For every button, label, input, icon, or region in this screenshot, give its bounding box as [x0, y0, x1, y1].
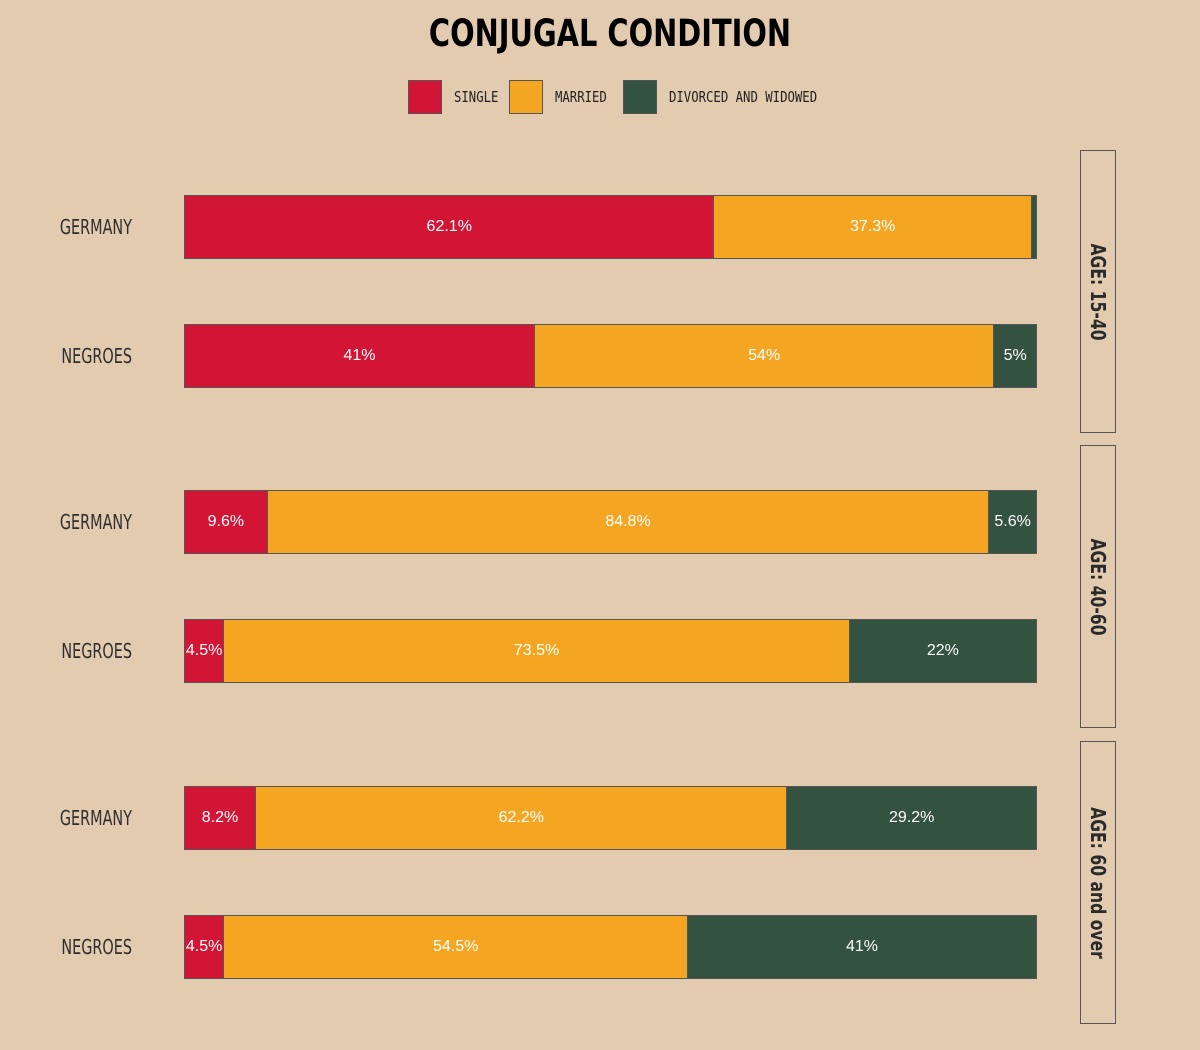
bar-value-label: 54% — [748, 347, 781, 364]
bar-segment-single: 62.1% — [185, 196, 714, 258]
row-label: NEGROES — [61, 935, 133, 959]
row-label: GERMANY — [59, 806, 132, 830]
bar-value-label: 41% — [343, 347, 376, 364]
bar-segment-married: 62.2% — [255, 787, 787, 849]
row-label: NEGROES — [61, 639, 133, 663]
stacked-bar: 62.1% 37.3% — [184, 195, 1037, 259]
stacked-bar: 9.6% 84.8% 5.6% — [184, 490, 1037, 554]
facet-strip: AGE: 15-40 — [1080, 150, 1116, 433]
bar-segment-single: 41% — [185, 325, 534, 387]
bar-segment-single: 4.5% — [185, 916, 224, 978]
legend-item: DIVORCED AND WIDOWED — [623, 79, 850, 115]
bar-segment-single: 8.2% — [185, 787, 256, 849]
facet-label: AGE: 15-40 — [1086, 242, 1110, 341]
stacked-bar: 4.5% 73.5% 22% — [184, 619, 1037, 683]
legend-item: MARRIED — [509, 79, 618, 115]
bar-value-label: 29.2% — [889, 809, 935, 826]
bar-value-label: 4.5% — [185, 642, 223, 659]
bar-value-label: 84.8% — [605, 513, 651, 530]
bar-segment-divorced-and-widowed: 41% — [687, 916, 1036, 978]
bar-value-label: 62.1% — [426, 218, 472, 235]
facet-strip: AGE: 60 and over — [1080, 741, 1116, 1024]
row-label: GERMANY — [59, 215, 132, 239]
bar-segment-single: 4.5% — [185, 620, 224, 682]
bar-value-label: 62.2% — [498, 809, 544, 826]
bar-segment-married: 73.5% — [223, 620, 849, 682]
bar-value-label: 37.3% — [849, 218, 896, 235]
bar-segment-married: 37.3% — [713, 196, 1031, 258]
bar-segment-divorced-and-widowed: 5% — [993, 325, 1036, 387]
bar-segment-single: 9.6% — [185, 491, 267, 553]
bar-segment-divorced-and-widowed — [1030, 196, 1036, 258]
legend-swatch — [509, 80, 543, 114]
bar-segment-divorced-and-widowed: 29.2% — [786, 787, 1036, 849]
facet-strip: AGE: 40-60 — [1080, 445, 1116, 728]
bar-value-label: 4.5% — [185, 938, 223, 955]
legend-label: SINGLE — [454, 88, 499, 106]
stacked-bar: 41% 54% 5% — [184, 324, 1037, 388]
bar-value-label: 54.5% — [432, 938, 479, 955]
bar-segment-married: 54.5% — [223, 916, 688, 978]
legend-swatch — [623, 80, 657, 114]
stacked-bar: 4.5% 54.5% 41% — [184, 915, 1037, 979]
bar-segment-divorced-and-widowed: 22% — [848, 620, 1036, 682]
chart-legend: SINGLE MARRIED DIVORCED AND WIDOWED — [0, 79, 1200, 115]
bar-value-label: 5% — [1003, 347, 1027, 364]
legend-label: MARRIED — [555, 88, 607, 106]
stacked-bar: 8.2% 62.2% 29.2% — [184, 786, 1037, 850]
bar-segment-divorced-and-widowed: 5.6% — [988, 491, 1036, 553]
facet-label: AGE: 60 and over — [1086, 806, 1110, 959]
chart-title: CONJUGAL CONDITION — [428, 12, 792, 55]
row-label: NEGROES — [61, 344, 133, 368]
bar-value-label: 8.2% — [201, 809, 239, 826]
bar-value-label: 5.6% — [994, 513, 1031, 530]
legend-swatch — [408, 80, 442, 114]
bar-value-label: 9.6% — [207, 513, 245, 530]
bar-value-label: 73.5% — [513, 642, 560, 659]
bar-value-label: 22% — [926, 642, 959, 659]
legend-label: DIVORCED AND WIDOWED — [669, 88, 818, 106]
bar-segment-married: 54% — [533, 325, 994, 387]
legend-item: SINGLE — [408, 79, 508, 115]
row-label: GERMANY — [59, 510, 132, 534]
bar-segment-married: 84.8% — [266, 491, 989, 553]
bar-value-label: 41% — [846, 938, 879, 955]
facet-label: AGE: 40-60 — [1086, 537, 1110, 636]
